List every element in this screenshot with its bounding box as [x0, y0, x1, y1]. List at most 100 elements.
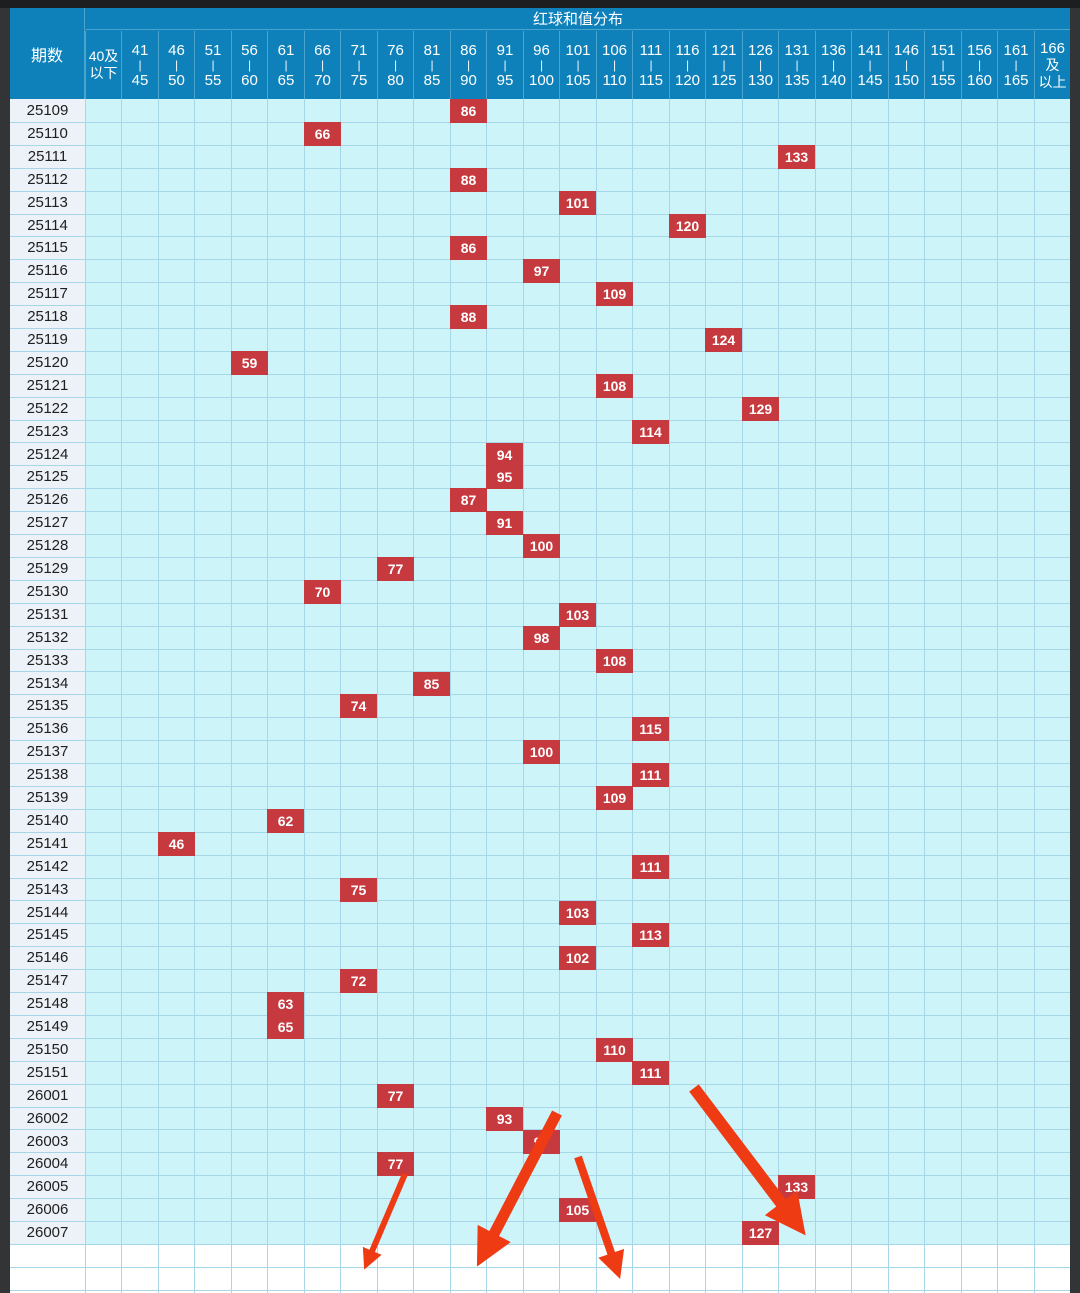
sum-value-cell: 109	[596, 786, 633, 810]
grid-line-horizontal	[10, 122, 1070, 123]
period-label: 25113	[27, 194, 68, 211]
period-label: 25117	[27, 285, 68, 302]
column-header-line: 56	[241, 41, 258, 59]
column-header-line: |	[284, 57, 288, 72]
column-header: 131 | 135	[778, 31, 815, 99]
period-label: 25111	[27, 148, 68, 165]
period-label: 25147	[26, 972, 69, 989]
period-label: 25118	[27, 308, 68, 325]
column-header-line: |	[649, 57, 653, 72]
column-header-line: 150	[893, 71, 920, 89]
sum-value-cell: 120	[669, 214, 706, 238]
grid-line-horizontal	[10, 511, 1070, 512]
grid-line-horizontal	[10, 1061, 1070, 1062]
column-header: 40及 以下	[85, 31, 121, 99]
grid-line-horizontal	[10, 1267, 1070, 1268]
grid-line-vertical	[523, 99, 524, 1293]
column-header-line: 165	[1003, 71, 1029, 89]
period-label: 25123	[26, 423, 69, 440]
period-label: 25120	[26, 354, 69, 371]
grid-line-horizontal	[10, 488, 1070, 489]
grid-line-horizontal	[10, 236, 1070, 237]
column-header: 151 | 155	[924, 31, 961, 99]
column-header-line: 40及	[88, 48, 119, 64]
column-header: 91 | 95	[486, 31, 523, 99]
period-label: 25110	[27, 125, 68, 142]
grid-line-horizontal	[10, 900, 1070, 901]
sum-value-cell: 59	[231, 351, 268, 375]
sum-value-cell: 65	[267, 1015, 304, 1039]
column-header-line: 90	[460, 71, 477, 89]
period-label: 25135	[26, 697, 69, 714]
column-header-line: |	[612, 57, 617, 72]
column-header-line: |	[357, 57, 361, 72]
table-body: 25109 86 25110 66 25111 133 25112 88 25113 101 251…	[10, 8, 1070, 1293]
column-header-line: 106	[601, 41, 628, 59]
period-label: 25143	[26, 881, 69, 898]
grid-line-vertical	[377, 99, 378, 1293]
period-label: 25133	[26, 652, 69, 669]
column-header-line: 101	[565, 41, 591, 59]
column-header-line: 55	[204, 71, 222, 89]
period-label: 25140	[26, 812, 69, 829]
column-header: 86 | 90	[450, 31, 486, 99]
grid-line-horizontal	[10, 946, 1070, 947]
sum-value-cell: 113	[632, 923, 669, 947]
period-column-header: 期数	[10, 8, 85, 99]
column-header-line: 76	[387, 41, 404, 59]
column-header-line: |	[758, 57, 763, 72]
sum-value-cell: 91	[486, 511, 523, 535]
grid-line-horizontal	[10, 1290, 1070, 1291]
sum-value-cell: 95	[486, 465, 523, 489]
grid-line-vertical	[924, 99, 925, 1293]
column-header-line: |	[393, 57, 398, 72]
column-header: 156 | 160	[961, 31, 997, 99]
sum-value-cell: 108	[596, 649, 633, 673]
column-header-line: 151	[930, 41, 956, 59]
grid-line-vertical	[486, 99, 487, 1293]
sum-value-cell: 94	[486, 443, 523, 467]
grid-line-vertical	[559, 99, 560, 1293]
grid-line-horizontal	[10, 992, 1070, 993]
period-label: 25121	[26, 377, 69, 394]
column-header: 96 | 100	[523, 31, 559, 99]
sum-value-cell: 77	[377, 557, 414, 581]
grid-line-horizontal	[10, 191, 1070, 192]
column-header-line: 115	[639, 71, 663, 89]
grid-line-horizontal	[10, 351, 1070, 352]
grid-line-horizontal	[10, 969, 1070, 970]
column-header-line: 111	[639, 41, 663, 59]
grid-line-horizontal	[10, 305, 1070, 306]
column-header-line: 50	[168, 71, 185, 89]
sum-value-cell: 124	[705, 328, 742, 352]
period-label: 25141	[26, 835, 69, 852]
period-label: 25116	[27, 262, 68, 279]
period-label: 25139	[26, 789, 69, 806]
column-header-line: 130	[747, 71, 774, 89]
grid-line-horizontal	[10, 603, 1070, 604]
sum-value-cell: 129	[742, 397, 779, 421]
period-label: 25131	[26, 606, 69, 623]
sum-value-cell: 77	[377, 1084, 414, 1108]
grid-line-vertical	[413, 99, 414, 1293]
column-header-line: |	[466, 57, 471, 72]
column-header-line: 105	[565, 71, 591, 89]
sum-value-cell: 63	[267, 992, 304, 1016]
grid-line-horizontal	[10, 145, 1070, 146]
column-header: 146 | 150	[888, 31, 924, 99]
grid-line-horizontal	[10, 374, 1070, 375]
column-header: 71 | 75	[340, 31, 377, 99]
column-header-line: 86	[460, 41, 477, 59]
grid-line-vertical	[888, 99, 889, 1293]
grid-line-vertical	[851, 99, 852, 1293]
sum-value-cell: 72	[340, 969, 377, 993]
grid-line-horizontal	[10, 420, 1070, 421]
column-header-line: 146	[893, 41, 920, 59]
column-header: 161 | 165	[997, 31, 1034, 99]
period-label: 26005	[26, 1178, 69, 1195]
table-title: 红球和值分布	[86, 8, 1070, 30]
sum-value-cell: 102	[559, 946, 596, 970]
grid-line-horizontal	[10, 809, 1070, 810]
grid-line-vertical	[85, 99, 86, 1293]
